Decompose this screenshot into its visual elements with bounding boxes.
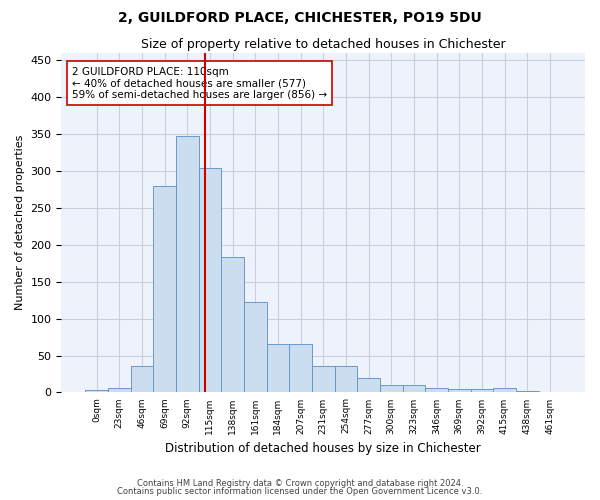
- Bar: [131, 366, 153, 392]
- Bar: [357, 378, 380, 392]
- Bar: [380, 385, 403, 392]
- Bar: [85, 390, 108, 392]
- Text: 2, GUILDFORD PLACE, CHICHESTER, PO19 5DU: 2, GUILDFORD PLACE, CHICHESTER, PO19 5DU: [118, 11, 482, 25]
- Text: 2 GUILDFORD PLACE: 110sqm
← 40% of detached houses are smaller (577)
59% of semi: 2 GUILDFORD PLACE: 110sqm ← 40% of detac…: [72, 66, 327, 100]
- Bar: [289, 344, 312, 393]
- Bar: [493, 388, 516, 392]
- Bar: [448, 388, 470, 392]
- Bar: [199, 168, 221, 392]
- Bar: [153, 186, 176, 392]
- Bar: [176, 136, 199, 392]
- Bar: [403, 385, 425, 392]
- Bar: [425, 388, 448, 392]
- Bar: [221, 256, 244, 392]
- Title: Size of property relative to detached houses in Chichester: Size of property relative to detached ho…: [141, 38, 506, 51]
- Bar: [470, 388, 493, 392]
- Bar: [108, 388, 131, 392]
- Bar: [312, 366, 335, 392]
- Bar: [516, 391, 539, 392]
- Bar: [244, 302, 266, 392]
- Y-axis label: Number of detached properties: Number of detached properties: [15, 135, 25, 310]
- Text: Contains public sector information licensed under the Open Government Licence v3: Contains public sector information licen…: [118, 487, 482, 496]
- Bar: [266, 344, 289, 393]
- Text: Contains HM Land Registry data © Crown copyright and database right 2024.: Contains HM Land Registry data © Crown c…: [137, 478, 463, 488]
- Bar: [335, 366, 357, 392]
- X-axis label: Distribution of detached houses by size in Chichester: Distribution of detached houses by size …: [166, 442, 481, 455]
